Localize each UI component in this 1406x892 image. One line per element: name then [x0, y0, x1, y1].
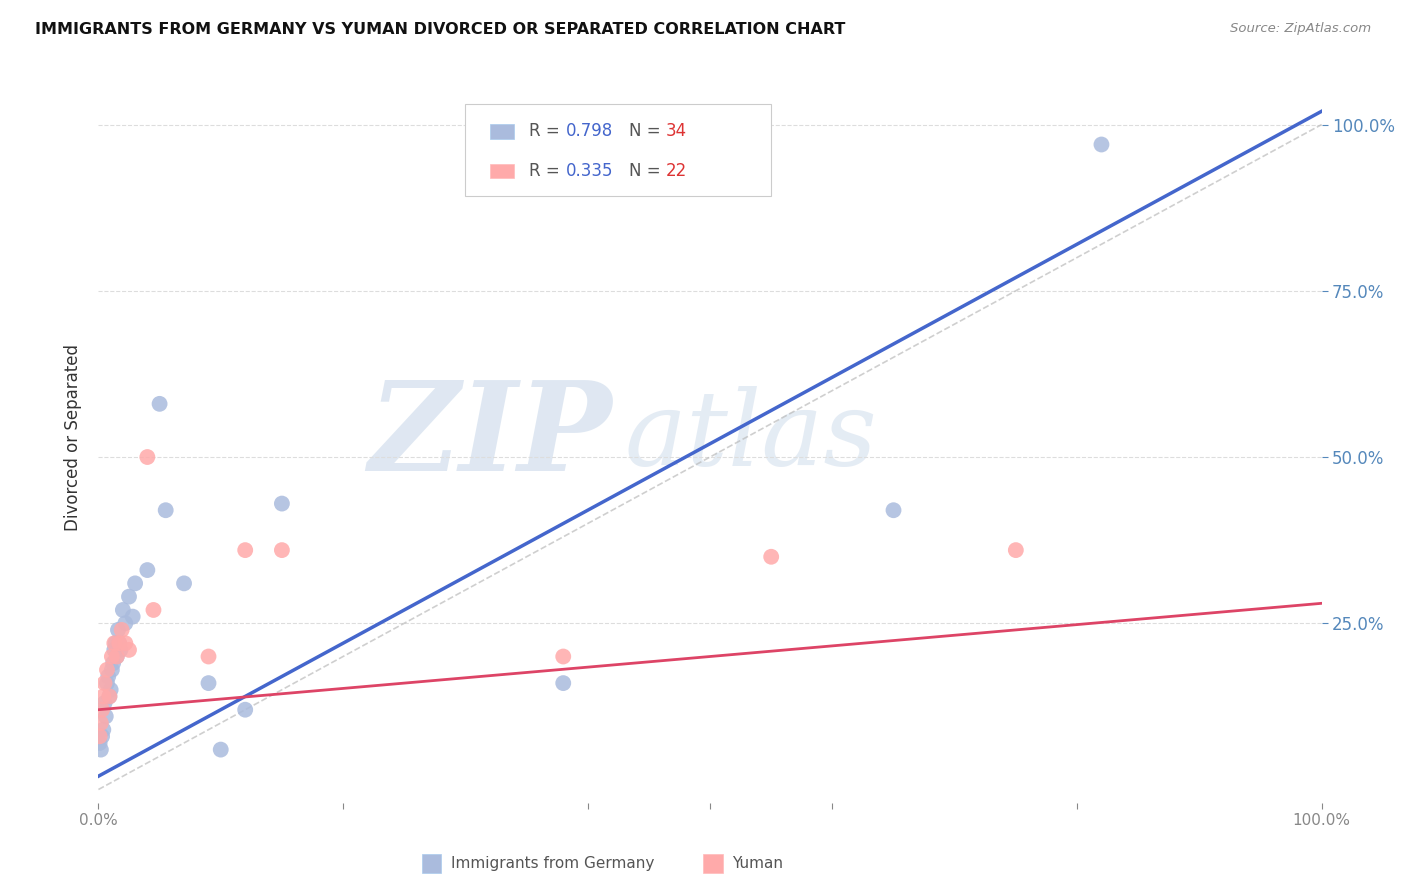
- Point: [100, 682, 122, 697]
- Point: [197, 676, 219, 690]
- Text: ZIP: ZIP: [368, 376, 612, 498]
- Point: [142, 603, 165, 617]
- Y-axis label: Divorced or Separated: Divorced or Separated: [65, 343, 83, 531]
- Text: 22: 22: [666, 162, 688, 180]
- Point: [233, 703, 256, 717]
- Text: 0.798: 0.798: [565, 122, 613, 140]
- Text: R =: R =: [529, 162, 565, 180]
- Text: R =: R =: [529, 122, 565, 140]
- Point: [105, 649, 128, 664]
- Point: [90, 716, 112, 731]
- Bar: [489, 124, 515, 139]
- FancyBboxPatch shape: [465, 104, 772, 195]
- Point: [96, 676, 118, 690]
- Point: [108, 636, 131, 650]
- Point: [101, 663, 124, 677]
- Point: [98, 690, 121, 704]
- Point: [209, 742, 232, 756]
- Point: [124, 576, 146, 591]
- Point: [107, 623, 129, 637]
- Point: [104, 636, 127, 650]
- Point: [105, 649, 128, 664]
- Point: [93, 696, 115, 710]
- Point: [94, 709, 117, 723]
- Text: atlas: atlas: [624, 386, 877, 488]
- Point: [173, 576, 195, 591]
- Point: [89, 729, 111, 743]
- Point: [121, 609, 143, 624]
- Point: [114, 616, 136, 631]
- Text: Source: ZipAtlas.com: Source: ZipAtlas.com: [1230, 22, 1371, 36]
- Point: [111, 623, 134, 637]
- Point: [108, 636, 131, 650]
- Point: [883, 503, 905, 517]
- Point: [270, 543, 294, 558]
- Point: [136, 563, 159, 577]
- Point: [110, 643, 132, 657]
- Point: [155, 503, 177, 517]
- Point: [270, 497, 294, 511]
- Point: [103, 636, 125, 650]
- Point: [101, 656, 124, 670]
- Bar: [489, 164, 515, 178]
- Point: [114, 636, 136, 650]
- Point: [118, 643, 141, 657]
- Point: [553, 676, 575, 690]
- Point: [233, 543, 256, 558]
- Point: [761, 549, 783, 564]
- Point: [149, 397, 172, 411]
- Point: [91, 690, 114, 704]
- Point: [91, 729, 114, 743]
- Text: Immigrants from Germany: Immigrants from Germany: [451, 856, 655, 871]
- Point: [111, 603, 134, 617]
- Point: [89, 736, 111, 750]
- Point: [97, 669, 120, 683]
- Point: [101, 649, 124, 664]
- Text: Yuman: Yuman: [733, 856, 783, 871]
- Text: N =: N =: [630, 162, 666, 180]
- Text: 0.335: 0.335: [565, 162, 613, 180]
- Point: [197, 649, 219, 664]
- Point: [91, 703, 114, 717]
- Point: [553, 649, 575, 664]
- Point: [118, 590, 141, 604]
- Point: [98, 690, 121, 704]
- Point: [90, 742, 112, 756]
- Text: 34: 34: [666, 122, 688, 140]
- Point: [1090, 137, 1112, 152]
- Point: [93, 676, 115, 690]
- Point: [1004, 543, 1026, 558]
- Text: IMMIGRANTS FROM GERMANY VS YUMAN DIVORCED OR SEPARATED CORRELATION CHART: IMMIGRANTS FROM GERMANY VS YUMAN DIVORCE…: [35, 22, 845, 37]
- Point: [103, 643, 125, 657]
- Text: N =: N =: [630, 122, 666, 140]
- Point: [96, 663, 118, 677]
- Point: [91, 723, 114, 737]
- Point: [136, 450, 159, 464]
